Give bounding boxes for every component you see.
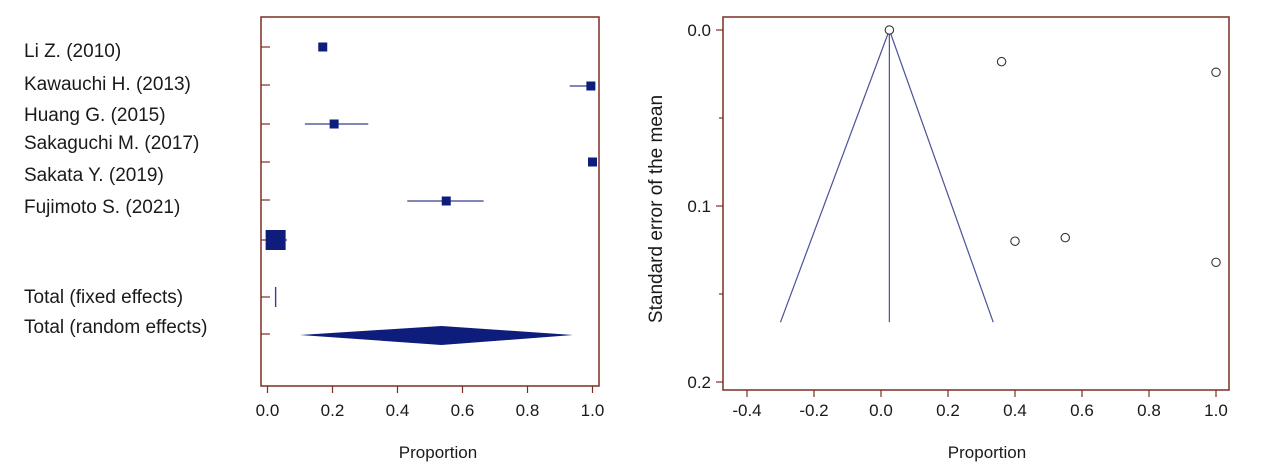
funnel-x-tick-label: -0.2 xyxy=(799,401,828,420)
funnel-x-tick-label: 1.0 xyxy=(1204,401,1228,420)
funnel-point xyxy=(884,25,895,35)
funnel-y-tick-label: 0.0 xyxy=(687,21,711,40)
random-effects-diamond xyxy=(300,326,573,345)
funnel-plot: -0.4 -0.2 0.0 0.2 0.4 0.6 0.8 1.0 Proportion 0.0 0… xyxy=(646,16,1230,462)
funnel-right-line xyxy=(888,29,994,323)
funnel-left-line xyxy=(779,29,890,323)
funnel-y-tick-label: 0.2 xyxy=(687,373,711,392)
funnel-x-tick-label: -0.4 xyxy=(732,401,761,420)
funnel-plot-frame xyxy=(722,16,1230,391)
forest-plot-frame xyxy=(260,16,600,387)
study-marker xyxy=(329,119,339,129)
study-marker xyxy=(588,157,597,167)
study-marker xyxy=(318,42,328,52)
funnel-point xyxy=(1060,232,1071,243)
funnel-x-tick-label: 0.0 xyxy=(869,401,893,420)
funnel-y-tick-label: 0.1 xyxy=(687,197,711,216)
forest-x-tick-label: 0.8 xyxy=(516,401,540,420)
forest-plot: 0.0 0.2 0.4 0.6 0.8 1.0 Proportion Li Z. (2010)… xyxy=(24,16,605,462)
funnel-y-axis-label: Standard error of the mean xyxy=(646,95,667,323)
funnel-point xyxy=(1211,257,1221,268)
study-label: Fujimoto S. (2021) xyxy=(24,197,180,218)
forest-x-tick-label: 0.2 xyxy=(321,401,345,420)
study-label: Sakaguchi M. (2017) xyxy=(24,133,199,154)
funnel-x-axis-label: Proportion xyxy=(948,443,1026,462)
forest-x-tick-label: 0.4 xyxy=(386,401,410,420)
funnel-point xyxy=(996,56,1007,67)
funnel-x-tick-label: 0.6 xyxy=(1070,401,1094,420)
study-label: Kawauchi H. (2013) xyxy=(24,74,191,95)
study-label: Sakata Y. (2019) xyxy=(24,165,164,186)
study-marker xyxy=(265,230,286,250)
forest-x-axis-label: Proportion xyxy=(399,443,477,462)
study-label: Li Z. (2010) xyxy=(24,41,121,62)
study-label: Huang G. (2015) xyxy=(24,105,166,126)
funnel-x-tick-label: 0.2 xyxy=(936,401,960,420)
funnel-x-tick-label: 0.8 xyxy=(1137,401,1161,420)
funnel-point xyxy=(1010,236,1020,246)
study-marker xyxy=(441,196,451,206)
study-marker xyxy=(586,81,596,91)
total-label: Total (fixed effects) xyxy=(24,287,183,308)
funnel-point xyxy=(1211,67,1221,77)
funnel-x-tick-label: 0.4 xyxy=(1003,401,1027,420)
total-label: Total (random effects) xyxy=(24,317,207,338)
forest-x-tick-label: 0.6 xyxy=(451,401,475,420)
forest-x-tick-label: 1.0 xyxy=(581,401,605,420)
forest-x-tick-label: 0.0 xyxy=(256,401,280,420)
